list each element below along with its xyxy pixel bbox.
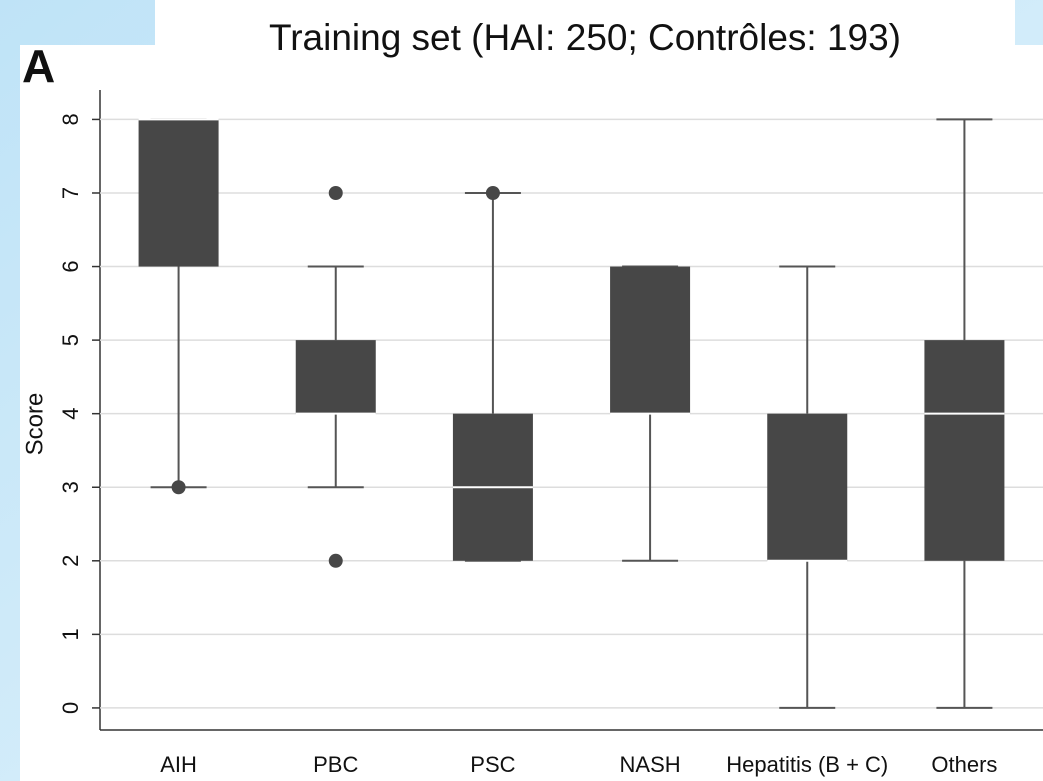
x-tick-label: Others [931,752,997,777]
y-tick-label: 5 [58,334,83,346]
box [138,119,219,267]
y-tick-label: 3 [58,481,83,493]
y-tick-label: 7 [58,187,83,199]
outlier [485,185,500,200]
title-box [155,0,1015,75]
y-axis-label: Score [21,393,48,456]
y-tick-label: 1 [58,628,83,640]
x-tick-label: PBC [313,752,358,777]
x-tick-label: PSC [470,752,515,777]
outlier [171,480,186,495]
x-tick-label: Hepatitis (B + C) [726,752,888,777]
y-tick-label: 4 [58,408,83,420]
y-tick-label: 2 [58,555,83,567]
outlier [328,553,343,568]
y-tick-label: 0 [58,702,83,714]
box [610,266,691,414]
box [767,413,848,561]
box [295,340,376,414]
x-tick-label: AIH [160,752,197,777]
outlier [328,185,343,200]
chart-title: Training set (HAI: 250; Contrôles: 193) [269,17,901,58]
y-tick-label: 8 [58,113,83,125]
box [924,340,1005,561]
panel-label: A [22,40,55,92]
y-tick-label: 6 [58,260,83,272]
x-tick-label: NASH [620,752,681,777]
